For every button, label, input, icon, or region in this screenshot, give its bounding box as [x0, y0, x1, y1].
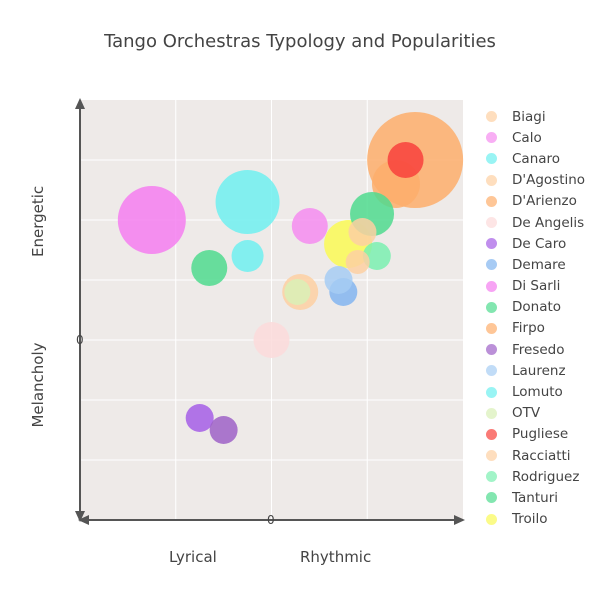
legend-label: D'Arienzo: [512, 193, 577, 210]
legend-label: Firpo: [512, 320, 545, 337]
bubble-de-caro[interactable]: [185, 404, 214, 432]
bubble-calo[interactable]: [291, 208, 328, 244]
legend-label: Di Sarli: [512, 278, 561, 295]
legend-item[interactable]: Canaro: [482, 148, 598, 169]
legend-label: Racciatti: [512, 447, 571, 464]
bubble-racciatti[interactable]: [345, 250, 370, 274]
bubble-canaro[interactable]: [215, 170, 280, 234]
legend-label: Tanturi: [512, 489, 558, 506]
bubble-di-sarli[interactable]: [117, 186, 186, 254]
legend-swatch: [486, 407, 497, 419]
legend-item[interactable]: Calo: [482, 127, 598, 148]
legend-swatch: [486, 132, 497, 144]
x-axis-arrow-right: [454, 515, 465, 525]
bubble-otv[interactable]: [284, 279, 311, 305]
x-origin-label: 0: [267, 513, 275, 527]
y-label-top: Energetic: [29, 185, 47, 257]
x-axis-arrow-left: [78, 515, 89, 525]
legend-swatch: [486, 301, 497, 313]
legend-label: D'Agostino: [512, 172, 586, 189]
legend-label: Biagi: [512, 108, 546, 125]
bubble-de-angelis[interactable]: [253, 322, 290, 358]
legend-label: OTV: [512, 405, 541, 422]
legend: Biagi Calo Canaro D'Agostino D'Arienzo De Ang…: [482, 106, 598, 530]
legend-swatch: [486, 492, 497, 504]
x-label-right: Rhythmic: [300, 548, 372, 566]
bubble-donato[interactable]: [191, 250, 228, 286]
legend-item[interactable]: D'Arienzo: [482, 191, 598, 212]
legend-label: Calo: [512, 129, 542, 146]
legend-item[interactable]: De Angelis: [482, 212, 598, 233]
legend-label: Canaro: [512, 150, 561, 167]
legend-item[interactable]: Donato: [482, 297, 598, 318]
legend-swatch: [486, 195, 497, 207]
legend-swatch: [486, 280, 497, 292]
legend-item[interactable]: Fresedo: [482, 339, 598, 360]
legend-swatch: [486, 259, 497, 271]
legend-item[interactable]: Troilo: [482, 509, 598, 530]
y-label-bottom: Melancholy: [29, 342, 47, 428]
legend-label: Lomuto: [512, 384, 563, 401]
legend-item[interactable]: OTV: [482, 403, 598, 424]
legend-swatch: [486, 238, 497, 250]
legend-item[interactable]: Pugliese: [482, 424, 598, 445]
legend-item[interactable]: Biagi: [482, 106, 598, 127]
legend-label: Fresedo: [512, 341, 565, 358]
bubble-biagi[interactable]: [348, 218, 377, 246]
legend-label: Troilo: [512, 511, 548, 528]
legend-swatch: [486, 111, 497, 123]
legend-item[interactable]: Demare: [482, 254, 598, 275]
legend-swatch: [486, 386, 497, 398]
bubble-layer: [117, 112, 464, 444]
bubble-laurenz[interactable]: [324, 266, 353, 294]
legend-swatch: [486, 471, 497, 483]
bubble-rodriguez[interactable]: [362, 242, 391, 270]
legend-item[interactable]: Lomuto: [482, 381, 598, 402]
legend-swatch: [486, 344, 497, 356]
bubble-pugliese[interactable]: [387, 142, 424, 178]
y-axis-arrow-top: [75, 98, 85, 109]
legend-item[interactable]: Di Sarli: [482, 276, 598, 297]
legend-swatch: [486, 174, 497, 186]
legend-swatch: [486, 217, 497, 229]
legend-label: De Caro: [512, 235, 567, 252]
legend-label: Pugliese: [512, 426, 569, 443]
bubble-lomuto[interactable]: [231, 240, 264, 272]
y-origin-label: 0: [76, 333, 84, 347]
legend-item[interactable]: Laurenz: [482, 360, 598, 381]
legend-swatch: [486, 365, 497, 377]
legend-label: Donato: [512, 299, 562, 316]
legend-item[interactable]: De Caro: [482, 233, 598, 254]
legend-swatch: [486, 450, 497, 462]
bubble-fresedo[interactable]: [209, 416, 238, 444]
chart-title: Tango Orchestras Typology and Populariti…: [104, 31, 496, 52]
legend-swatch: [486, 153, 497, 165]
axes: [75, 98, 465, 525]
legend-swatch: [486, 513, 497, 525]
legend-item[interactable]: Rodriguez: [482, 466, 598, 487]
x-label-left: Lyrical: [169, 548, 217, 566]
legend-label: Laurenz: [512, 362, 566, 379]
y-axis-arrow-bottom: [75, 511, 85, 522]
legend-label: De Angelis: [512, 214, 585, 231]
legend-item[interactable]: D'Agostino: [482, 170, 598, 191]
legend-label: Rodriguez: [512, 468, 580, 485]
legend-swatch: [486, 322, 497, 334]
legend-label: Demare: [512, 256, 566, 273]
legend-swatch: [486, 428, 497, 440]
legend-item[interactable]: Firpo: [482, 318, 598, 339]
legend-item[interactable]: Racciatti: [482, 445, 598, 466]
legend-item[interactable]: Tanturi: [482, 487, 598, 508]
